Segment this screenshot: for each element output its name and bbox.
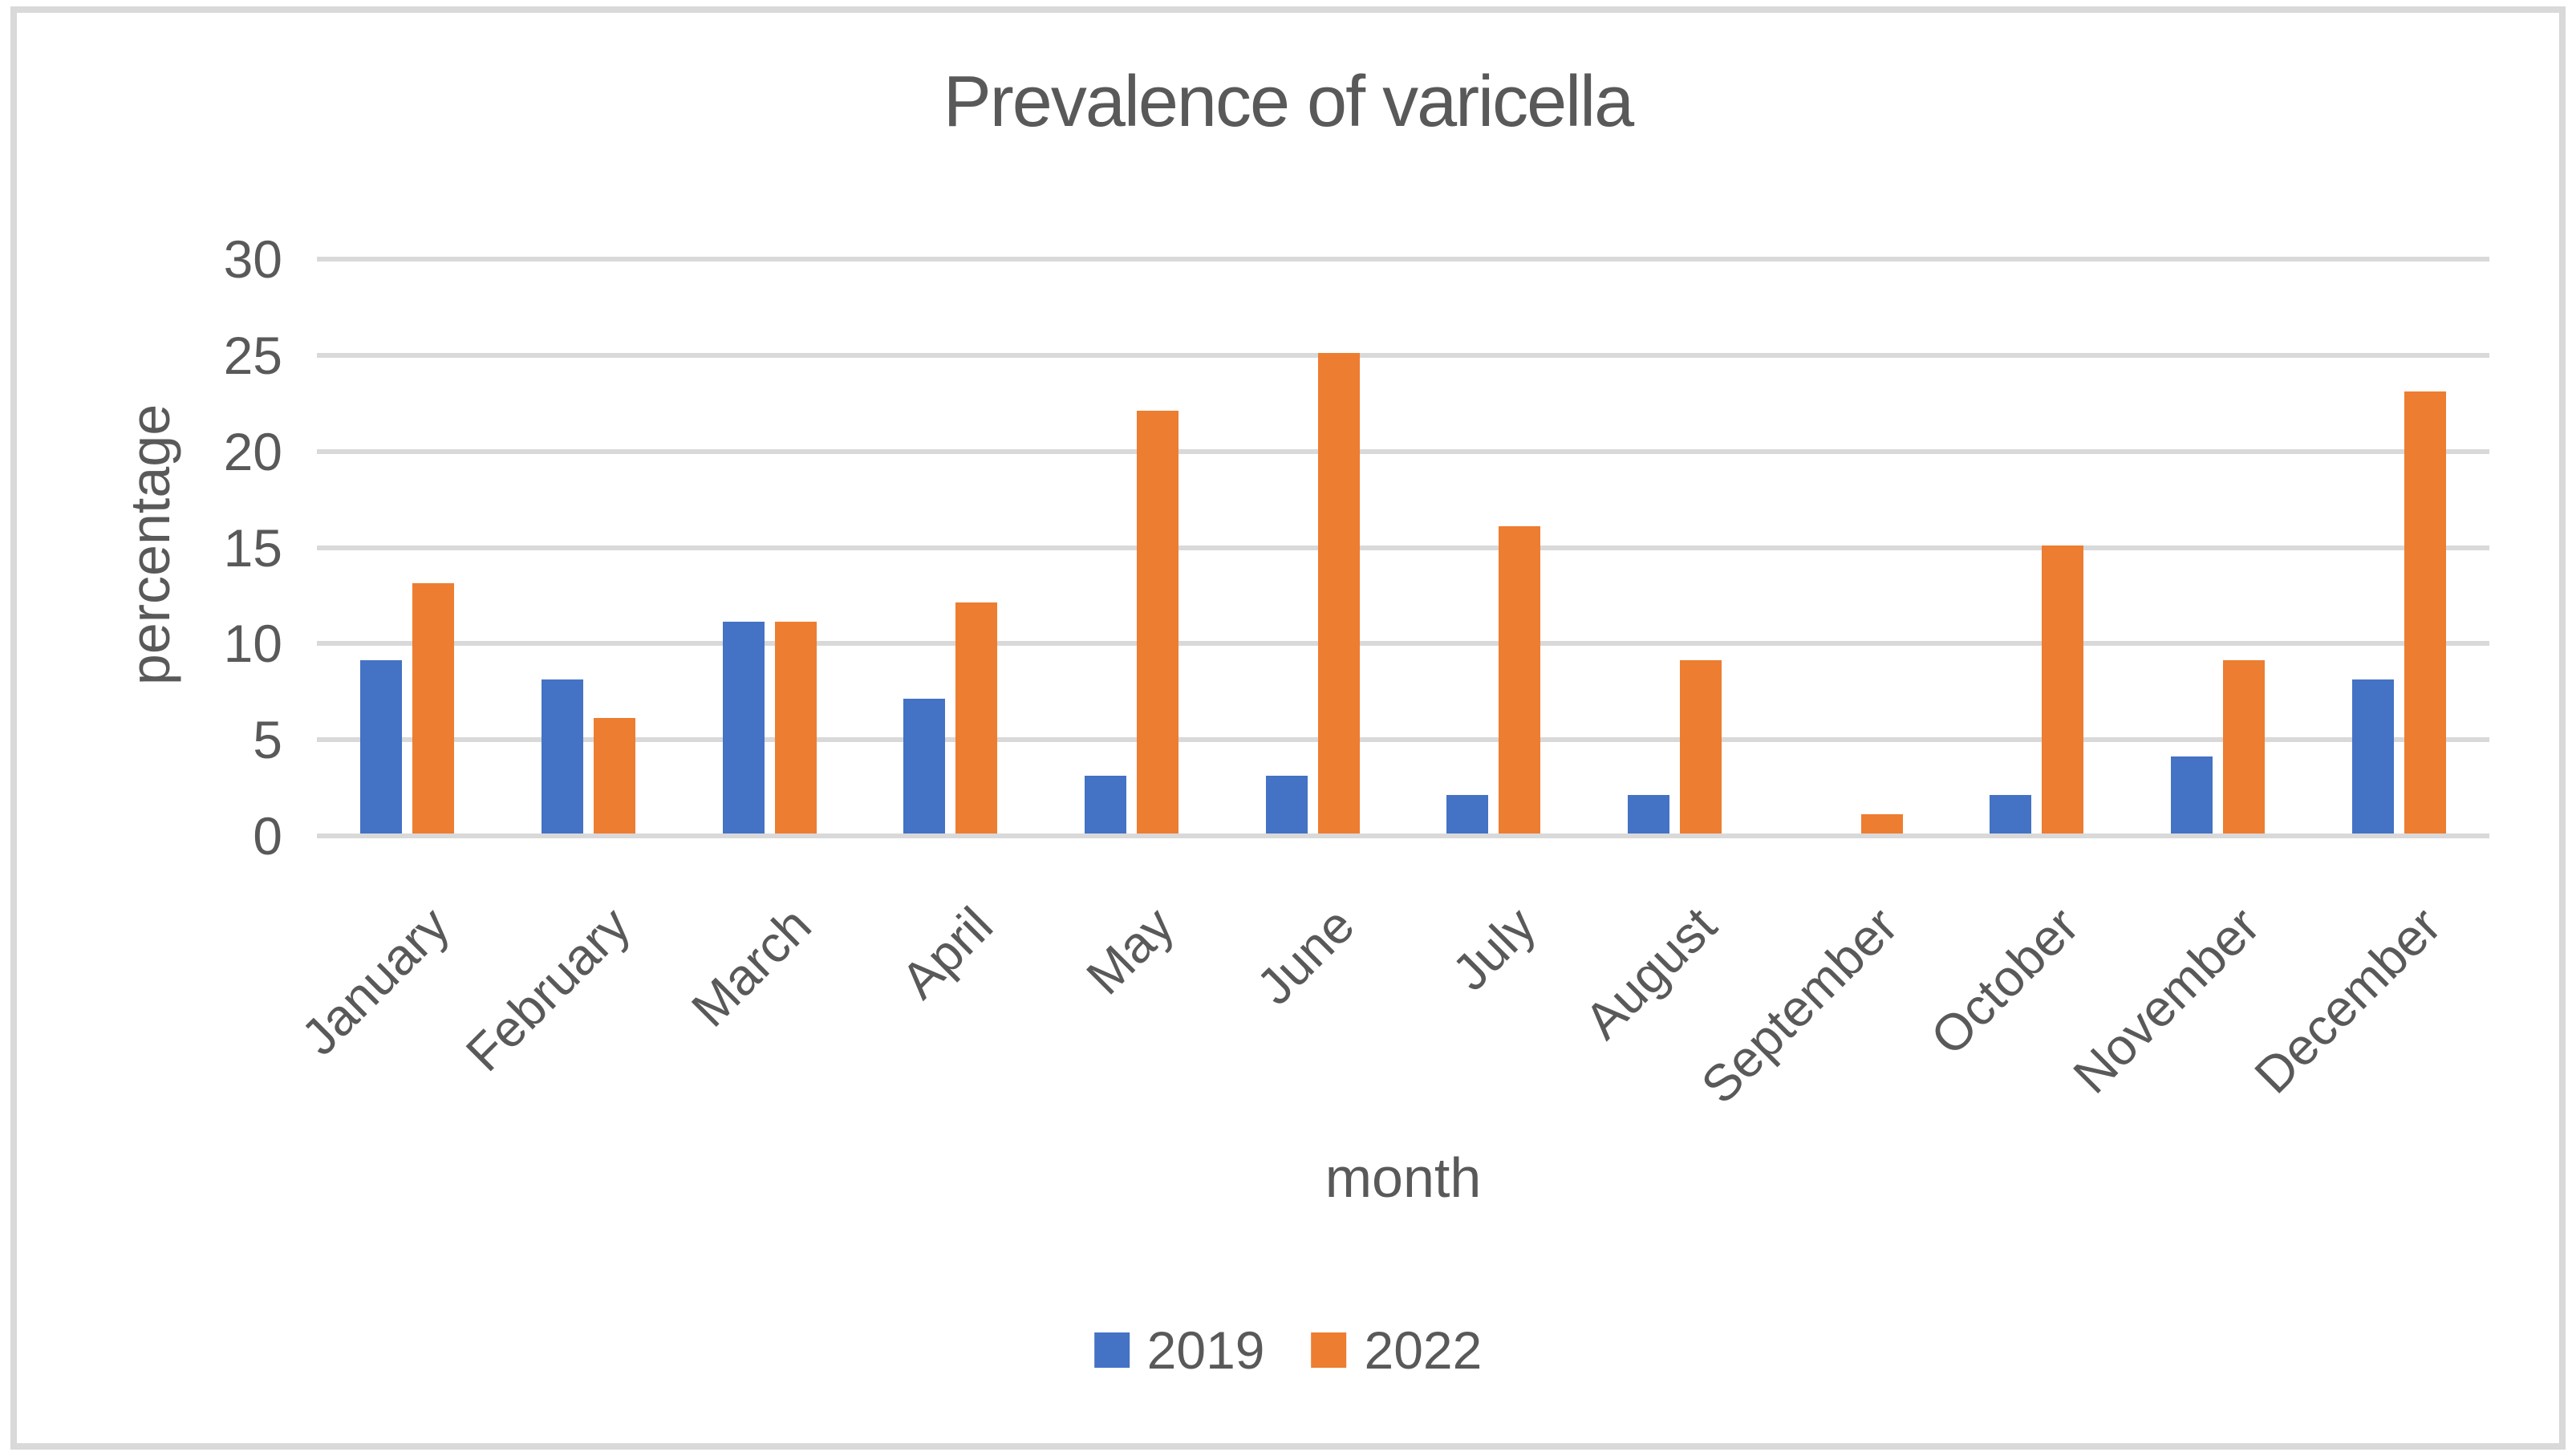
bar-2022-december — [2404, 391, 2446, 833]
bar-2022-october — [2042, 545, 2084, 833]
bar-2022-february — [594, 718, 635, 833]
bar-2019-january — [360, 660, 403, 833]
category-april — [860, 257, 1041, 833]
category-august — [1584, 257, 1766, 833]
bar-2022-april — [955, 602, 998, 833]
gridline-y-25 — [317, 352, 2489, 358]
bar-2022-november — [2223, 660, 2266, 833]
bars-layer — [317, 257, 2489, 833]
category-march — [679, 257, 860, 833]
y-axis-tick-labels: 0 5 10 15 20 25 30 — [0, 233, 282, 862]
bar-2022-june — [1317, 352, 1360, 833]
legend-item-2019: 2019 — [1093, 1320, 1265, 1380]
y-tick-label-25: 25 — [223, 325, 282, 385]
bar-2022-may — [1137, 410, 1179, 833]
chart-border — [10, 6, 2566, 1450]
x-axis-title: month — [1325, 1146, 1482, 1209]
bar-2019-march — [722, 622, 765, 833]
bar-2019-october — [1990, 795, 2032, 833]
bar-2019-february — [542, 679, 583, 833]
gridline-y-20 — [317, 448, 2489, 454]
bar-2019-april — [903, 699, 946, 833]
gridline-y-30 — [317, 257, 2489, 262]
chart-title: Prevalence of varicella — [943, 62, 1634, 142]
bar-2022-january — [412, 583, 455, 833]
category-february — [498, 257, 679, 833]
legend: 2019 2022 — [1093, 1320, 1483, 1380]
category-july — [1403, 257, 1584, 833]
y-tick-label-0: 0 — [253, 806, 282, 866]
bar-2022-september — [1860, 814, 1903, 833]
bar-2019-june — [1265, 776, 1308, 833]
legend-swatch-2022 — [1311, 1332, 1347, 1368]
y-tick-label-20: 20 — [223, 421, 282, 481]
bar-2019-may — [1085, 776, 1127, 833]
legend-label-2022: 2022 — [1364, 1320, 1483, 1380]
bar-2022-august — [1680, 660, 1722, 833]
gridline-y-5 — [317, 737, 2489, 743]
bar-2019-august — [1628, 795, 1670, 833]
category-december — [2308, 257, 2489, 833]
legend-swatch-2019 — [1093, 1332, 1130, 1368]
y-tick-label-5: 5 — [253, 710, 282, 770]
bar-2019-november — [2171, 756, 2213, 833]
category-november — [2128, 257, 2309, 833]
category-may — [1041, 257, 1223, 833]
gridline-y-15 — [317, 545, 2489, 550]
legend-item-2022: 2022 — [1311, 1320, 1483, 1380]
category-october — [1946, 257, 2128, 833]
bar-2019-december — [2351, 679, 2394, 833]
y-tick-label-30: 30 — [223, 229, 282, 289]
legend-label-2019: 2019 — [1146, 1320, 1265, 1380]
gridline-y-10 — [317, 641, 2489, 647]
plot-area — [317, 257, 2489, 838]
category-january — [317, 257, 498, 833]
y-tick-label-15: 15 — [223, 517, 282, 578]
category-june — [1222, 257, 1403, 833]
gridline-y-0 — [317, 833, 2489, 838]
category-september — [1765, 257, 1946, 833]
y-tick-label-10: 10 — [223, 614, 282, 674]
bar-2022-march — [774, 622, 817, 833]
bar-2022-july — [1499, 525, 1541, 833]
bar-2019-july — [1446, 795, 1489, 833]
